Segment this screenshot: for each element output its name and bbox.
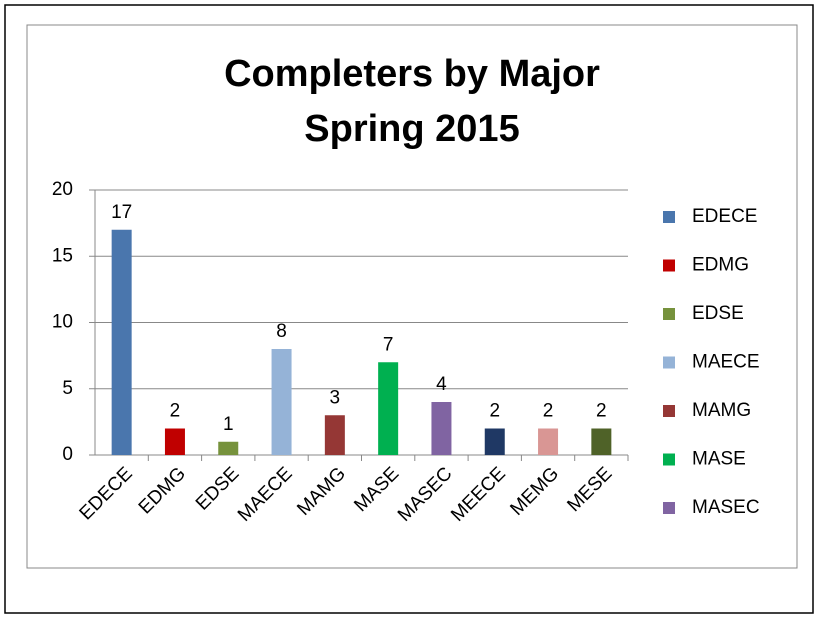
legend-label: EDMG xyxy=(692,255,749,276)
y-tick-label: 15 xyxy=(52,245,73,266)
bar xyxy=(111,229,132,455)
legend-label: MASE xyxy=(692,449,746,470)
data-label: 2 xyxy=(170,401,181,422)
data-label: 4 xyxy=(436,374,447,395)
chart-area xyxy=(26,24,798,569)
legend-label: EDECE xyxy=(692,206,757,227)
bar xyxy=(538,428,559,455)
bar xyxy=(164,428,185,455)
y-tick-label: 20 xyxy=(52,179,73,200)
chart-title: Completers by Major xyxy=(224,53,600,95)
legend-swatch xyxy=(663,453,675,466)
y-tick-label: 5 xyxy=(62,378,73,399)
legend-label: MASEC xyxy=(692,497,760,518)
data-label: 7 xyxy=(383,334,394,355)
legend-swatch xyxy=(663,502,675,514)
legend-label: EDSE xyxy=(692,303,744,324)
bar xyxy=(271,349,292,455)
y-tick-label: 10 xyxy=(52,312,73,333)
data-label: 17 xyxy=(111,202,132,223)
legend-swatch xyxy=(663,308,675,320)
data-label: 2 xyxy=(596,401,607,422)
legend-swatch xyxy=(663,405,675,417)
data-label: 2 xyxy=(543,401,554,422)
y-tick-label: 0 xyxy=(62,444,73,465)
bar xyxy=(218,441,239,455)
chart-subtitle: Spring 2015 xyxy=(304,108,519,150)
data-label: 8 xyxy=(276,321,287,342)
legend-label: MAMG xyxy=(692,400,751,421)
legend-label: MAECE xyxy=(692,352,760,373)
data-label: 1 xyxy=(223,414,234,435)
legend-swatch xyxy=(663,259,675,272)
legend-swatch xyxy=(663,211,675,223)
legend-swatch xyxy=(663,356,675,369)
bar xyxy=(484,428,505,455)
bar xyxy=(591,428,612,455)
data-label: 2 xyxy=(489,401,500,422)
data-label: 3 xyxy=(330,387,341,408)
bar xyxy=(378,362,399,455)
bar xyxy=(324,415,345,455)
bar xyxy=(431,402,452,455)
